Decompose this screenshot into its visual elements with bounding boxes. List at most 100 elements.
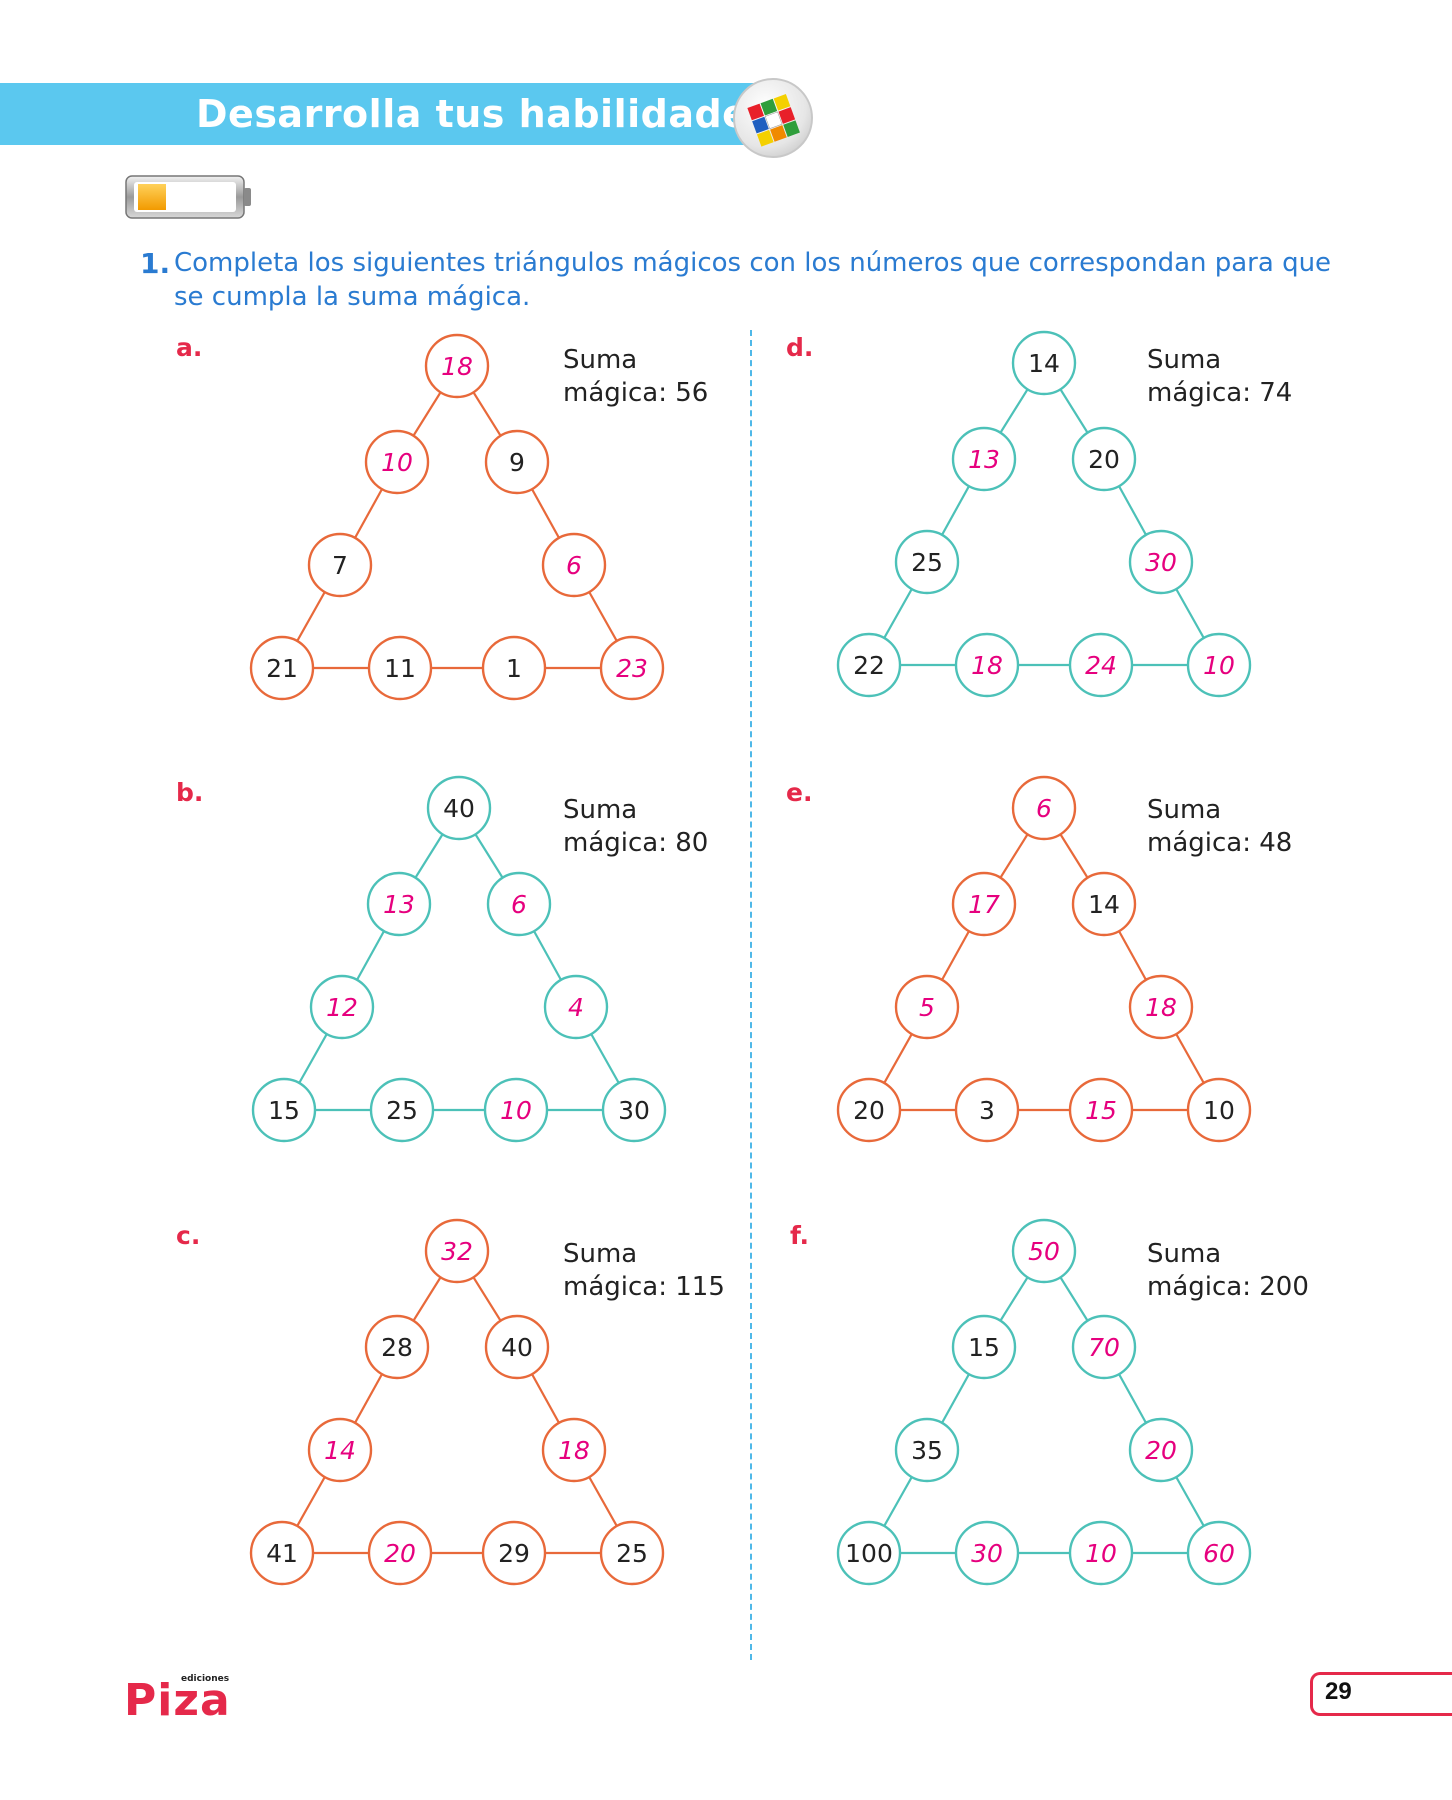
given-number: 40	[501, 1333, 533, 1362]
number-circle	[484, 429, 550, 495]
number-circle	[364, 429, 430, 495]
answer-number: 23	[616, 654, 648, 683]
answer-number: 18	[441, 352, 473, 381]
magic-sum-value: mágica: 115	[563, 1272, 725, 1302]
answer-number: 10	[500, 1096, 532, 1125]
given-number: 1	[506, 654, 522, 683]
page-number: 29	[1325, 1678, 1352, 1705]
number-circle	[543, 974, 609, 1040]
number-circle	[483, 1077, 549, 1143]
page-number-box	[1310, 1672, 1452, 1716]
battery-level-icon	[124, 172, 254, 226]
given-number: 28	[381, 1333, 413, 1362]
answer-number: 18	[558, 1436, 590, 1465]
number-circle	[1128, 529, 1194, 595]
number-circle	[954, 632, 1020, 698]
number-circle	[307, 1417, 373, 1483]
magic-triangle-c: 32 28 40 14 18 41 20 29 25	[249, 1218, 665, 1586]
given-number: 15	[968, 1333, 1000, 1362]
answer-number: 10	[381, 448, 413, 477]
magic-sum-value: mágica: 74	[1147, 378, 1293, 408]
number-circle	[424, 1218, 490, 1284]
magic-sum-label-b: Suma mágica: 80	[563, 794, 708, 860]
magic-triangle-f: 50 15 70 35 20 100 30 10 60	[836, 1218, 1252, 1586]
number-circle	[1071, 1314, 1137, 1380]
given-number: 25	[386, 1096, 418, 1125]
number-circle	[1068, 1520, 1134, 1586]
question-instructions: Completa los siguientes triángulos mágic…	[174, 248, 1332, 312]
given-number: 15	[268, 1096, 300, 1125]
magic-sum-label-d: Suma mágica: 74	[1147, 344, 1292, 410]
number-circle	[894, 529, 960, 595]
answer-number: 6	[1036, 794, 1052, 823]
number-circle	[484, 1314, 550, 1380]
magic-triangle-d: 14 13 20 25 30 22 18 24 10	[836, 330, 1252, 698]
number-circle	[601, 1077, 667, 1143]
answer-number: 5	[919, 993, 935, 1022]
number-circle	[367, 1520, 433, 1586]
page-title: Desarrolla tus habilidades	[196, 92, 772, 136]
given-number: 100	[845, 1539, 893, 1568]
answer-number: 13	[968, 445, 1000, 474]
given-number: 25	[616, 1539, 648, 1568]
number-circle	[481, 1520, 547, 1586]
number-circle	[599, 635, 665, 701]
magic-sum-label-e: Suma mágica: 48	[1147, 794, 1292, 860]
number-circle	[951, 1314, 1017, 1380]
answer-number: 13	[383, 890, 415, 919]
answer-number: 18	[971, 651, 1003, 680]
publisher-logo: Piza	[124, 1675, 231, 1726]
column-divider	[750, 330, 752, 1660]
number-circle	[1186, 632, 1252, 698]
magic-sum-label-a: Suma mágica: 56	[563, 344, 708, 410]
answer-number: 6	[511, 890, 527, 919]
given-number: 7	[332, 551, 348, 580]
given-number: 29	[498, 1539, 530, 1568]
rubiks-cube-icon	[733, 78, 813, 158]
number-circle	[486, 871, 552, 937]
number-circle	[1068, 1077, 1134, 1143]
magic-triangle-b: 40 13 6 12 4 15 25 10 30	[251, 775, 667, 1143]
number-circle	[426, 775, 492, 841]
number-circle	[954, 1077, 1020, 1143]
magic-sum-title: Suma	[1147, 795, 1222, 825]
answer-number: 4	[568, 993, 584, 1022]
answer-number: 32	[441, 1237, 473, 1266]
given-number: 41	[266, 1539, 298, 1568]
magic-sum-value: mágica: 56	[563, 378, 709, 408]
answer-number: 20	[384, 1539, 416, 1568]
item-letter-a: a.	[176, 333, 203, 362]
number-circle	[1186, 1520, 1252, 1586]
number-circle	[1186, 1077, 1252, 1143]
answer-number: 15	[1085, 1096, 1117, 1125]
number-circle	[1128, 974, 1194, 1040]
number-circle	[1068, 632, 1134, 698]
answer-number: 10	[1085, 1539, 1117, 1568]
answer-number: 12	[326, 993, 358, 1022]
number-circle	[951, 426, 1017, 492]
magic-sum-title: Suma	[563, 795, 638, 825]
header-banner	[0, 83, 770, 145]
number-circle	[369, 1077, 435, 1143]
number-circle	[424, 333, 490, 399]
given-number: 10	[1203, 1096, 1235, 1125]
given-number: 40	[443, 794, 475, 823]
given-number: 14	[1028, 349, 1060, 378]
number-circle	[836, 632, 902, 698]
number-circle	[951, 871, 1017, 937]
number-circle	[367, 635, 433, 701]
given-number: 35	[911, 1436, 943, 1465]
item-letter-c: c.	[176, 1221, 201, 1250]
number-circle	[599, 1520, 665, 1586]
number-circle	[249, 635, 315, 701]
number-circle	[1071, 871, 1137, 937]
magic-sum-value: mágica: 48	[1147, 828, 1293, 858]
magic-sum-title: Suma	[1147, 345, 1222, 375]
magic-sum-label-c: Suma mágica: 115	[563, 1238, 725, 1304]
number-circle	[309, 974, 375, 1040]
number-circle	[541, 1417, 607, 1483]
answer-number: 17	[968, 890, 1000, 919]
magic-sum-title: Suma	[563, 345, 638, 375]
given-number: 3	[979, 1096, 995, 1125]
